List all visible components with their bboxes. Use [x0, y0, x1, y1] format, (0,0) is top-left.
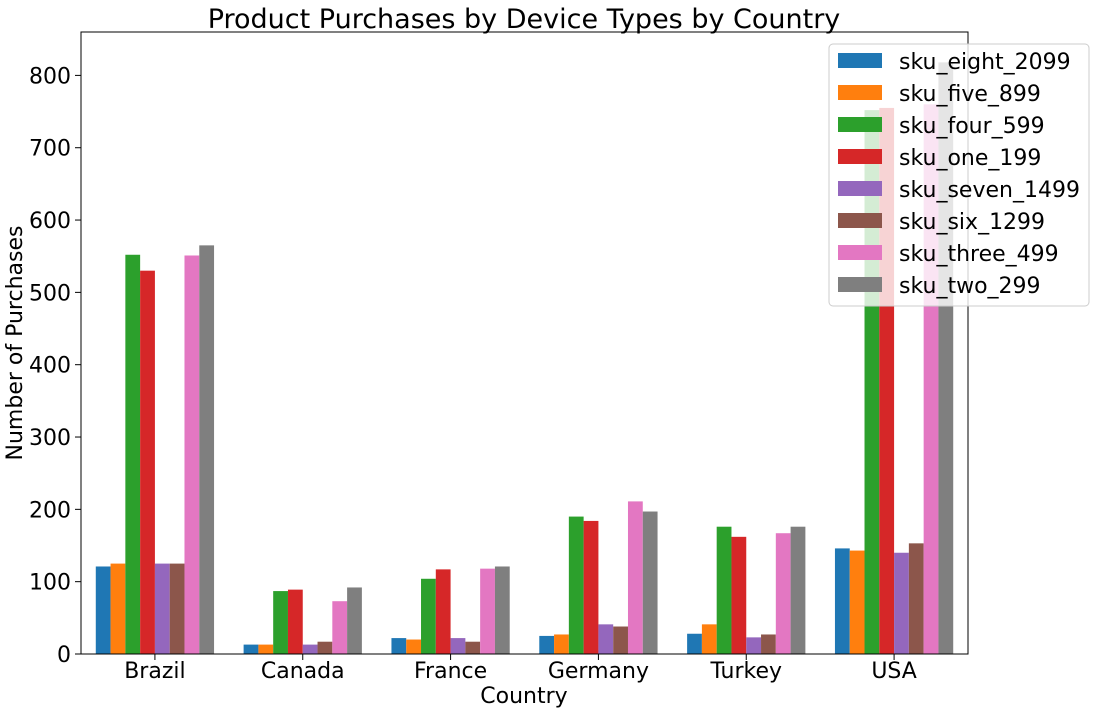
- bar-sku_six_1299-germany: [613, 626, 628, 654]
- x-tick-label: Germany: [548, 659, 649, 684]
- legend-label-sku_five_899: sku_five_899: [899, 82, 1041, 107]
- legend-label-sku_two_299: sku_two_299: [899, 274, 1041, 299]
- legend-swatch-sku_two_299: [838, 277, 882, 292]
- bar-sku_six_1299-brazil: [169, 563, 185, 654]
- bar-sku_five_899-brazil: [110, 563, 126, 654]
- bar-sku_seven_1499-canada: [302, 644, 318, 654]
- legend-swatch-sku_five_899: [838, 85, 882, 100]
- bar-sku_eight_2099-germany: [539, 635, 555, 654]
- bar-sku_five_899-usa: [849, 550, 865, 654]
- bars-layer: [95, 62, 954, 655]
- y-tick-label: 0: [57, 643, 71, 668]
- bar-sku_seven_1499-turkey: [746, 637, 762, 654]
- bar-sku_six_1299-france: [465, 641, 481, 654]
- y-tick-label: 200: [29, 498, 71, 523]
- legend-label-sku_seven_1499: sku_seven_1499: [899, 178, 1080, 203]
- bar-sku_two_299-turkey: [790, 526, 806, 654]
- x-axis-label: Country: [480, 684, 567, 709]
- bar-sku_three_499-turkey: [775, 533, 791, 654]
- bar-sku_two_299-canada: [347, 587, 362, 654]
- x-tick-label: France: [414, 659, 487, 684]
- legend-label-sku_eight_2099: sku_eight_2099: [899, 50, 1071, 75]
- bar-sku_five_899-france: [406, 639, 422, 654]
- bar-sku_eight_2099-france: [391, 638, 407, 654]
- legend-swatch-sku_eight_2099: [838, 53, 882, 68]
- bar-sku_seven_1499-germany: [598, 624, 614, 654]
- bar-sku_three_499-germany: [627, 501, 643, 654]
- legend-label-sku_three_499: sku_three_499: [899, 242, 1059, 267]
- y-tick-label: 600: [29, 209, 71, 234]
- bar-sku_four_599-canada: [273, 591, 288, 654]
- legend-swatch-sku_six_1299: [838, 213, 882, 228]
- x-tick-label: Turkey: [709, 659, 782, 684]
- chart-title: Product Purchases by Device Types by Cou…: [208, 4, 841, 35]
- bar-sku_seven_1499-usa: [894, 552, 909, 654]
- bar-sku_one_199-canada: [287, 589, 303, 654]
- y-axis-label: Number of Purchases: [3, 226, 28, 461]
- bar-sku_eight_2099-turkey: [687, 633, 702, 654]
- legend-label-sku_four_599: sku_four_599: [899, 114, 1045, 139]
- bar-sku_one_199-brazil: [140, 270, 155, 654]
- bar-sku_five_899-canada: [258, 644, 274, 654]
- bar-sku_six_1299-usa: [908, 543, 924, 654]
- bar-sku_one_199-germany: [583, 520, 599, 654]
- bar-sku_four_599-france: [421, 578, 436, 654]
- legend-swatch-sku_one_199: [838, 149, 882, 164]
- bar-sku_five_899-turkey: [701, 624, 717, 654]
- bar-sku_two_299-germany: [642, 511, 658, 654]
- y-tick-label: 700: [29, 137, 71, 162]
- y-tick-label: 300: [29, 426, 71, 451]
- plot-frame: [80, 31, 969, 655]
- x-tick-label: Canada: [261, 659, 345, 684]
- legend: sku_eight_2099 sku_five_899 sku_four_599sk…: [828, 43, 1090, 307]
- bar-sku_three_499-brazil: [184, 255, 200, 654]
- x-tick-label: USA: [871, 659, 917, 684]
- bar-sku_eight_2099-brazil: [95, 566, 111, 654]
- y-axis: 0 100 200 300 400 500 600 700 800: [29, 64, 81, 668]
- bar-sku_two_299-france: [494, 566, 510, 654]
- x-axis: Brazil Canada France Germany Turkey USA: [124, 654, 917, 684]
- bar-sku_five_899-germany: [554, 634, 569, 654]
- bar-sku_three_499-canada: [332, 601, 348, 654]
- x-tick-label: Brazil: [124, 659, 185, 684]
- bar-sku_two_299-brazil: [199, 245, 215, 654]
- bar-sku_one_199-turkey: [731, 536, 747, 654]
- legend-swatch-sku_four_599: [838, 117, 882, 132]
- y-tick-label: 500: [29, 281, 71, 306]
- y-tick-label: 100: [29, 571, 71, 596]
- bar-sku_four_599-brazil: [125, 254, 141, 654]
- bar-sku_seven_1499-france: [450, 638, 466, 654]
- bar-sku_three_499-france: [480, 568, 495, 654]
- legend-label-sku_one_199: sku_one_199: [899, 146, 1041, 171]
- legend-box: [828, 43, 1090, 307]
- bar-sku_one_199-france: [435, 569, 451, 654]
- bar-sku_eight_2099-canada: [243, 644, 259, 654]
- bar-sku_six_1299-turkey: [761, 634, 776, 654]
- y-tick-label: 800: [29, 64, 71, 89]
- y-tick-label: 400: [29, 354, 71, 379]
- bar-sku_six_1299-canada: [317, 641, 333, 654]
- bar-sku_seven_1499-brazil: [154, 563, 170, 654]
- legend-label-sku_six_1299: sku_six_1299: [899, 210, 1045, 235]
- bar-sku_four_599-turkey: [716, 526, 732, 654]
- bar-sku_eight_2099-usa: [834, 548, 850, 654]
- bar-sku_four_599-germany: [568, 516, 584, 654]
- legend-swatch-sku_three_499: [838, 245, 882, 260]
- legend-swatch-sku_seven_1499: [838, 181, 882, 196]
